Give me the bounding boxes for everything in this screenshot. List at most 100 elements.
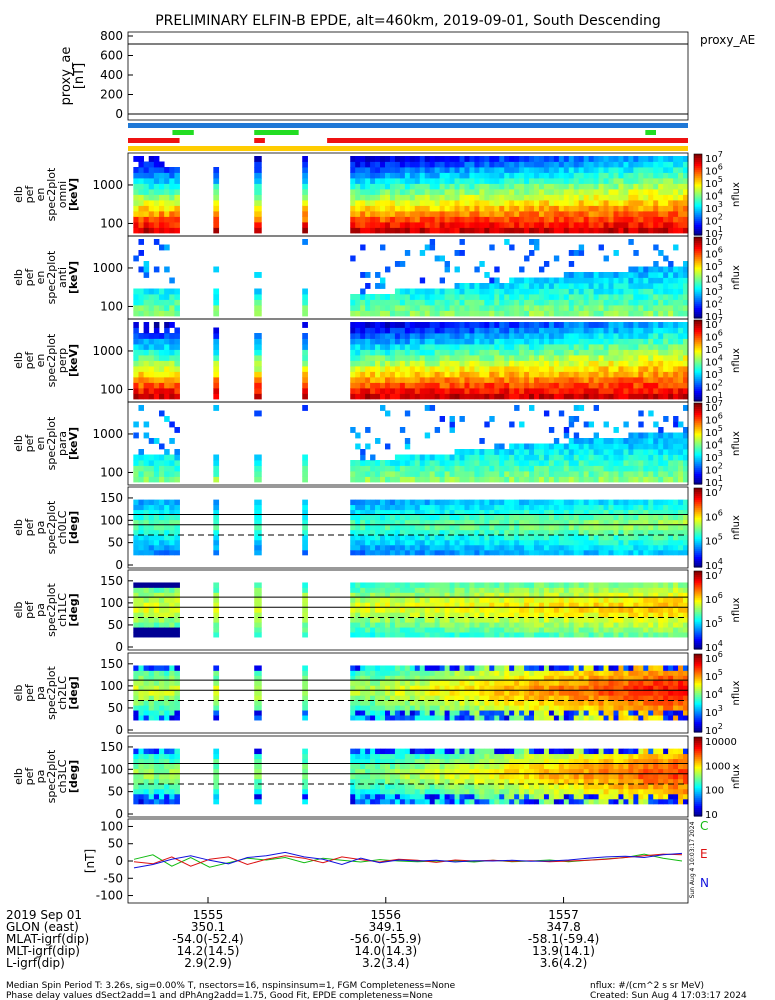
spectrogram-cell	[519, 266, 525, 273]
spectrogram-cell	[484, 460, 490, 466]
spectrogram-cell	[454, 167, 460, 173]
spectrogram-cell	[143, 183, 150, 190]
spectrogram-cell	[449, 299, 455, 306]
spectrogram-cell	[302, 305, 308, 311]
spectrogram-cell	[678, 333, 684, 339]
spectrogram-cell	[504, 305, 510, 311]
pitch-cell	[213, 632, 220, 638]
spectrogram-cell	[553, 194, 560, 201]
colorbar-cell	[694, 259, 702, 262]
pitch-cell	[489, 539, 495, 546]
spectrogram-cell	[538, 360, 545, 367]
pitch-cell	[380, 529, 386, 536]
pitch-cell	[548, 514, 555, 521]
spectrogram-cell	[360, 161, 366, 168]
colorbar-cell	[694, 529, 702, 533]
pitch-cell	[593, 524, 599, 531]
spectrogram-cell	[148, 222, 155, 228]
spectrogram-cell	[429, 211, 436, 217]
pitch-cell	[608, 524, 614, 531]
spectrogram-cell	[628, 266, 634, 273]
pitch-cell	[648, 544, 654, 551]
spectrogram-cell	[524, 200, 530, 206]
spectrogram-cell	[164, 299, 170, 306]
spectrogram-cell	[638, 156, 644, 162]
spectrogram-cell	[568, 349, 575, 356]
spectrogram-cell	[469, 471, 475, 477]
pitch-cell	[213, 627, 220, 633]
spectrogram-cell	[633, 449, 639, 455]
spectrogram-cell	[404, 371, 411, 378]
spectrogram-cell	[499, 371, 505, 378]
pitch-cell	[534, 519, 540, 526]
spectrogram-cell	[648, 344, 654, 350]
spectrogram-cell	[683, 305, 689, 311]
spectrogram-cell	[638, 465, 644, 472]
spectrogram-cell	[174, 471, 180, 477]
spectrogram-cell	[469, 222, 475, 228]
spectrogram-cell	[519, 449, 525, 455]
pitch-cell	[638, 544, 644, 551]
pitch-cell	[484, 514, 490, 521]
spectrogram-cell	[563, 471, 570, 477]
pitch-cell	[434, 627, 441, 633]
pitch-cell	[360, 539, 366, 546]
spectrogram-cell	[638, 355, 644, 361]
colorbar-cell	[694, 220, 702, 224]
spectrogram-cell	[414, 222, 421, 228]
spectrogram-cell	[534, 310, 540, 317]
pitch-cell	[409, 612, 416, 618]
spectrogram-cell	[389, 393, 396, 400]
spectrogram-cell	[663, 216, 669, 223]
spectrogram-cell	[469, 156, 475, 162]
spectrogram-cell	[608, 183, 614, 190]
spectrogram-cell	[598, 305, 604, 311]
spectrogram-cell	[613, 189, 619, 195]
spectrogram-cell	[658, 227, 664, 234]
spectrogram-cell	[454, 288, 460, 295]
spectrogram-cell	[623, 189, 629, 195]
pitch-cell	[419, 544, 426, 551]
spectrogram-cell	[164, 360, 170, 367]
spectrogram-cell	[663, 189, 669, 195]
pitch-cell	[663, 549, 669, 556]
colorbar-cell	[694, 328, 702, 331]
spectrogram-cell	[164, 222, 170, 228]
colorbar-cell	[694, 170, 702, 173]
pitch-cell	[174, 612, 180, 618]
spectrogram-cell	[439, 288, 446, 295]
spectrogram-cell	[350, 388, 356, 394]
spectrogram-cell	[254, 355, 262, 361]
pitch-cell	[524, 539, 530, 546]
pitch-cell	[489, 519, 495, 526]
spectrogram-cell	[159, 460, 165, 466]
spectrogram-cell	[568, 366, 575, 372]
colorbar-cell	[694, 392, 702, 396]
spectrogram-cell	[543, 189, 550, 195]
spectrogram-cell	[350, 211, 356, 217]
spectrogram-cell	[479, 261, 485, 267]
spectrogram-cell	[148, 438, 155, 444]
spectrogram-cell	[133, 227, 139, 234]
spectrogram-cell	[633, 200, 639, 206]
spectrogram-cell	[434, 299, 441, 306]
spectrogram-cell	[499, 161, 505, 168]
pitch-cell	[370, 612, 376, 618]
pitch-cell	[133, 519, 139, 526]
spectrogram-cell	[653, 333, 659, 339]
spectrogram-cell	[459, 393, 465, 400]
pitch-cell	[598, 524, 604, 531]
spectrogram-cell	[638, 283, 644, 289]
spectrogram-cell	[598, 288, 604, 295]
pitch-cell	[434, 582, 441, 588]
spectrogram-cell	[578, 299, 585, 306]
pitch-cell	[454, 529, 460, 536]
pitch-cell	[444, 592, 450, 598]
spectrogram-cell	[375, 382, 381, 389]
spectrogram-cell	[484, 305, 490, 311]
spectrogram-cell	[424, 460, 431, 466]
spectrogram-cell	[524, 277, 530, 284]
spectrogram-cell	[643, 283, 649, 289]
spectrogram-cell	[414, 454, 421, 461]
spectrogram-cell	[389, 371, 396, 378]
